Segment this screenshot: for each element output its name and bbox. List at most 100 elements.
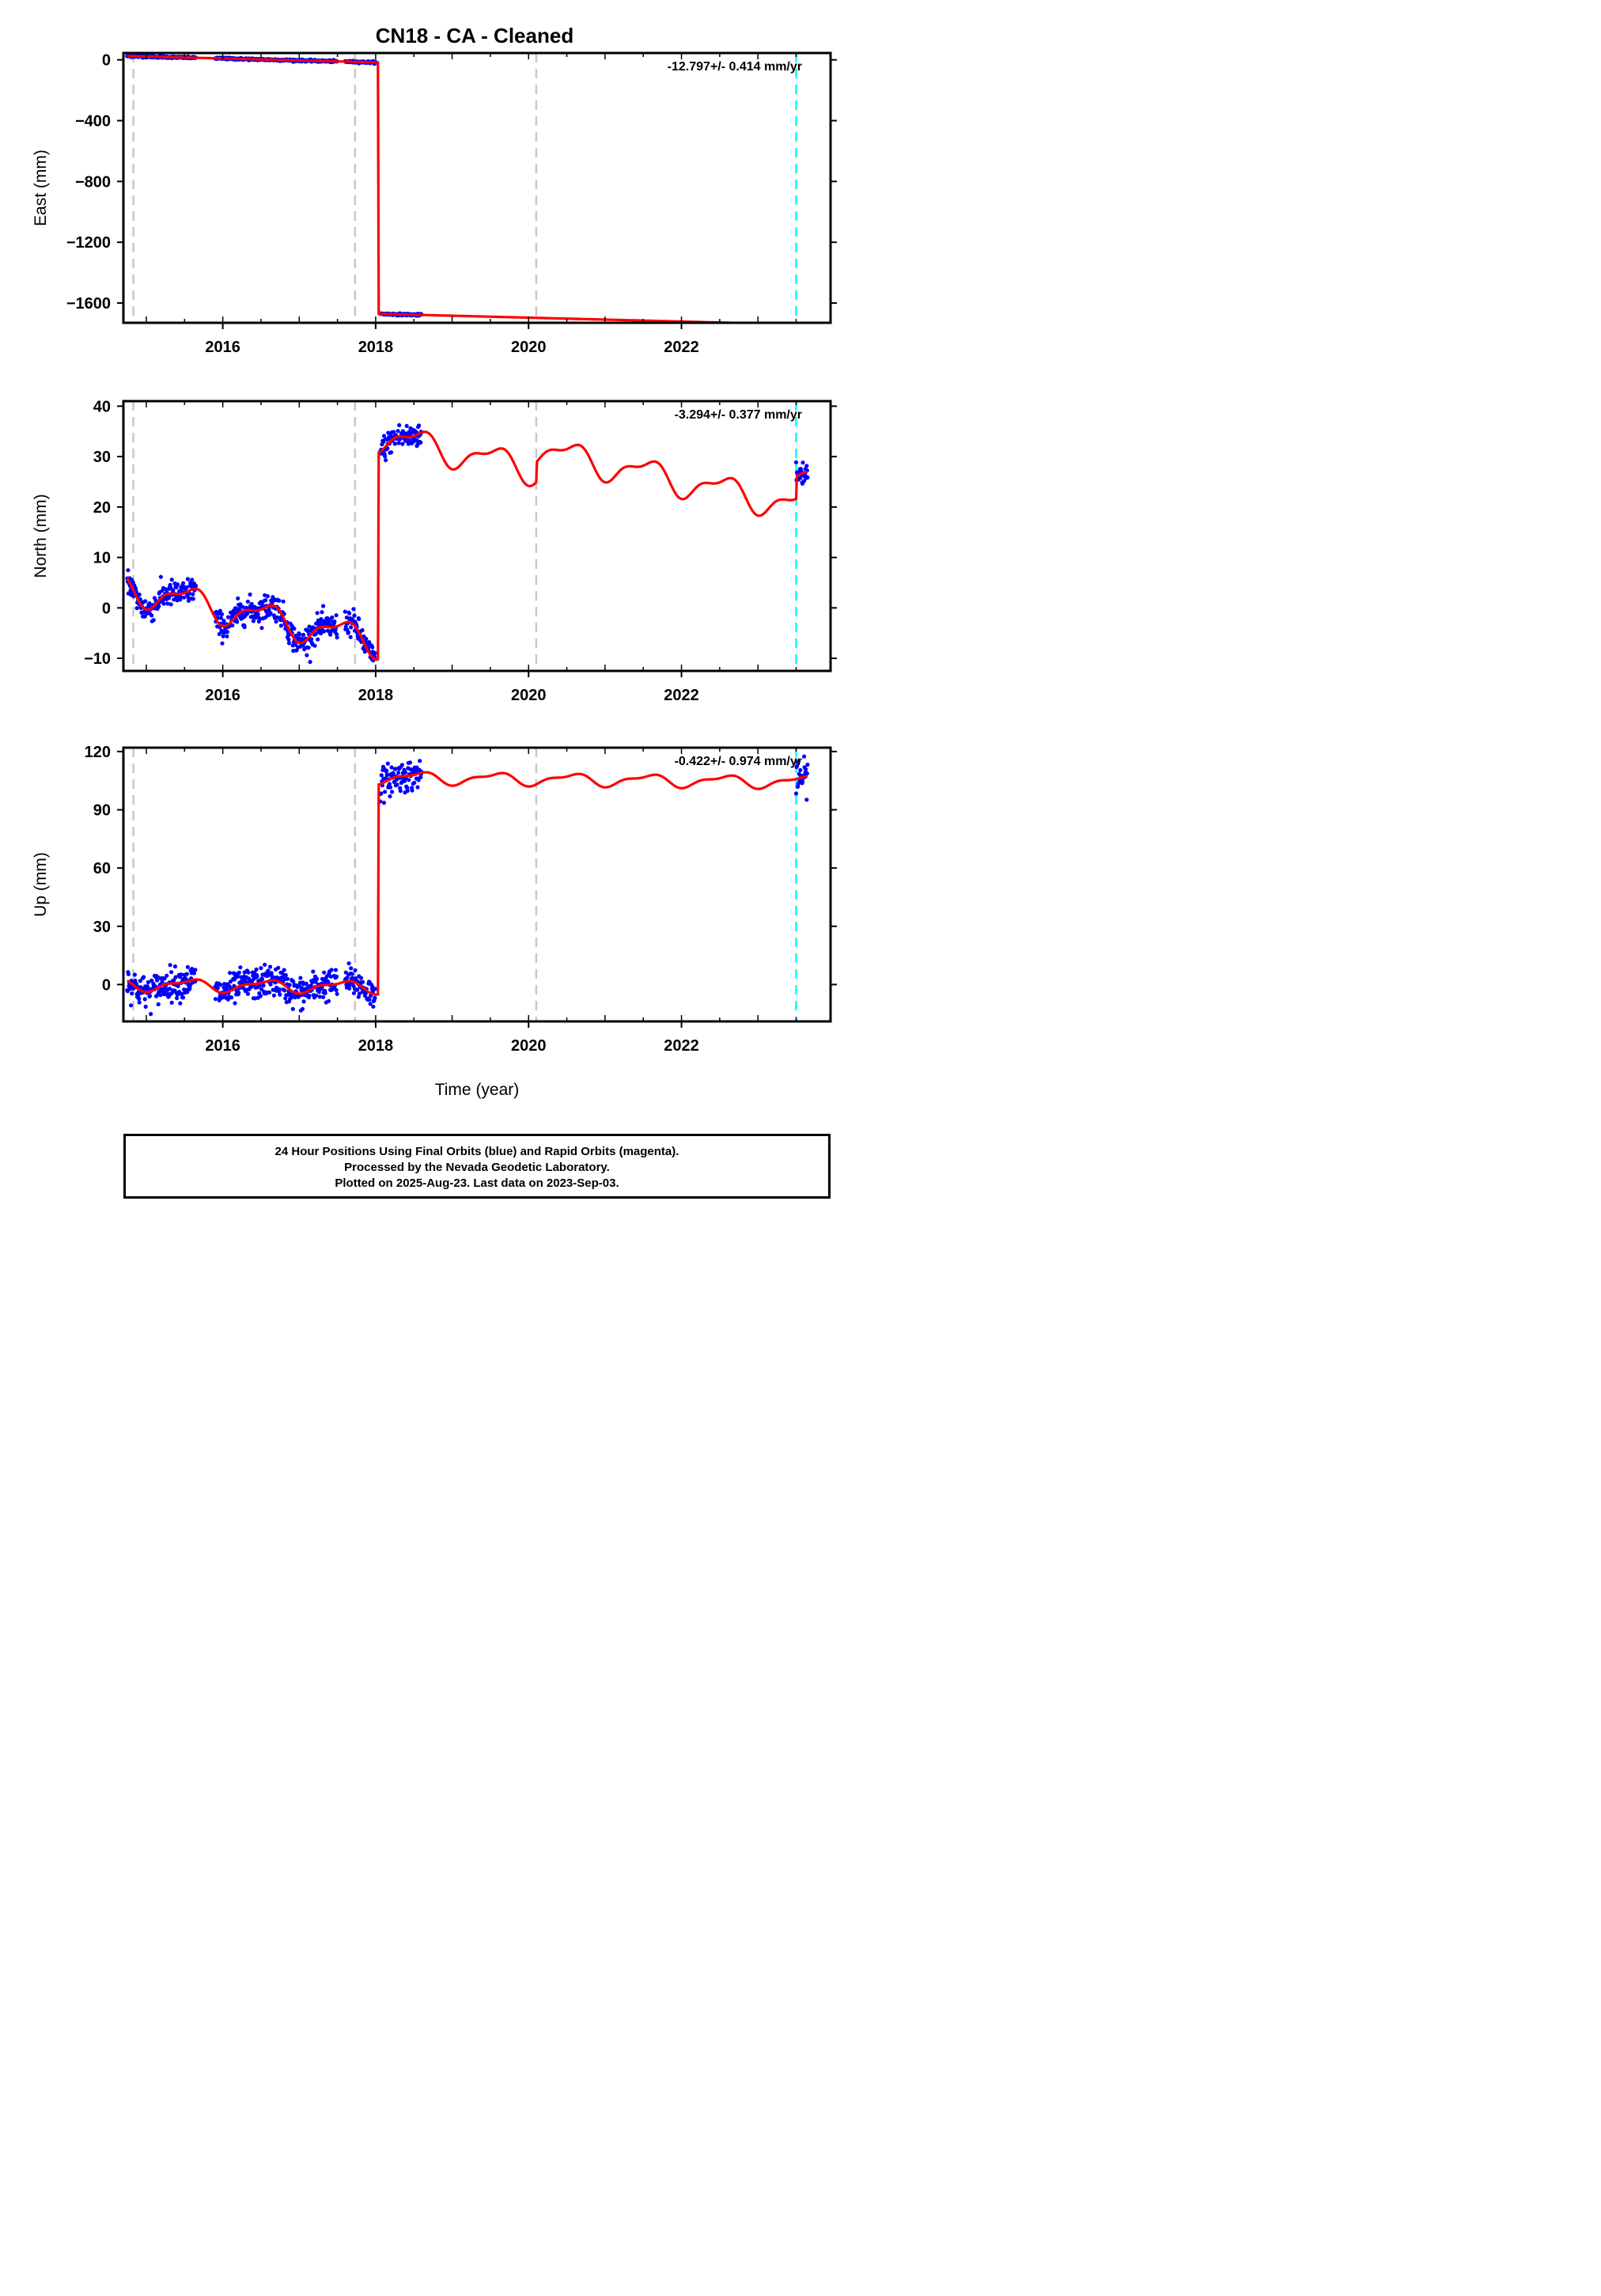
data-point bbox=[800, 460, 805, 465]
data-point bbox=[130, 991, 134, 996]
data-point bbox=[169, 1000, 174, 1005]
y-tick-label: 0 bbox=[102, 976, 111, 994]
x-tick-label: 2018 bbox=[358, 1037, 394, 1055]
panel-north: 2016 2018 2020 2022 40 30 20 10 0 −10 North (mm) -3… bbox=[32, 398, 837, 704]
x-tick-label: 2018 bbox=[358, 339, 394, 356]
data-point bbox=[349, 966, 354, 971]
data-point bbox=[255, 974, 259, 979]
data-point bbox=[156, 1002, 161, 1006]
data-point bbox=[332, 619, 337, 624]
plot-frame bbox=[122, 51, 832, 324]
data-point bbox=[307, 994, 312, 998]
data-point bbox=[151, 618, 156, 623]
data-point bbox=[388, 794, 392, 799]
data-point bbox=[308, 983, 313, 988]
data-point bbox=[251, 619, 255, 623]
data-point bbox=[410, 788, 414, 793]
data-point bbox=[179, 972, 184, 977]
data-point bbox=[248, 592, 252, 597]
data-point bbox=[384, 458, 388, 463]
data-point bbox=[314, 621, 319, 626]
data-point bbox=[334, 987, 339, 993]
data-point bbox=[249, 984, 254, 989]
data-point bbox=[145, 611, 150, 616]
y-axis-label: Up (mm) bbox=[32, 852, 50, 917]
data-point bbox=[245, 991, 250, 996]
data-point bbox=[171, 588, 176, 593]
data-point bbox=[166, 596, 172, 601]
y-tick-label: 0 bbox=[102, 600, 111, 617]
data-point bbox=[268, 611, 273, 616]
data-point bbox=[346, 630, 351, 635]
data-point bbox=[225, 630, 229, 635]
data-point bbox=[417, 423, 422, 428]
x-tick-label: 2016 bbox=[205, 1037, 240, 1055]
data-point bbox=[158, 574, 163, 579]
data-point bbox=[343, 609, 347, 614]
data-point bbox=[184, 972, 189, 976]
data-point bbox=[350, 972, 354, 976]
data-point bbox=[795, 324, 799, 328]
data-point bbox=[348, 635, 353, 639]
data-point bbox=[147, 994, 153, 998]
data-point bbox=[172, 978, 176, 983]
data-point bbox=[349, 625, 354, 630]
y-tick-label: 30 bbox=[93, 919, 111, 936]
data-point bbox=[246, 970, 251, 975]
data-point bbox=[291, 979, 296, 984]
data-point bbox=[168, 602, 173, 607]
data-point bbox=[397, 422, 402, 428]
data-point bbox=[385, 772, 390, 777]
data-point bbox=[315, 611, 320, 616]
data-point bbox=[263, 962, 267, 967]
data-point bbox=[329, 968, 334, 972]
data-point bbox=[165, 601, 170, 606]
data-point bbox=[306, 646, 311, 650]
data-point bbox=[298, 976, 303, 980]
data-point bbox=[316, 637, 320, 642]
data-point bbox=[415, 785, 420, 790]
data-point bbox=[265, 594, 270, 599]
data-point bbox=[274, 619, 278, 624]
data-point bbox=[168, 585, 173, 590]
data-point bbox=[178, 594, 183, 600]
data-point bbox=[142, 997, 147, 1002]
x-tick-label: 2016 bbox=[205, 339, 240, 356]
data-points bbox=[125, 422, 810, 665]
x-axis-label: Time (year) bbox=[435, 1081, 520, 1099]
rate-annotation: -3.294+/- 0.377 mm/yr bbox=[675, 408, 802, 422]
data-point bbox=[173, 975, 178, 979]
data-point bbox=[793, 460, 799, 464]
data-point bbox=[379, 791, 384, 796]
data-point bbox=[222, 982, 227, 987]
data-point bbox=[400, 429, 405, 434]
data-point bbox=[271, 993, 276, 998]
data-point bbox=[186, 595, 191, 600]
data-point bbox=[230, 623, 235, 628]
data-point bbox=[793, 791, 799, 796]
data-point bbox=[225, 634, 229, 638]
data-point bbox=[261, 983, 266, 988]
data-point bbox=[286, 641, 292, 646]
data-point bbox=[805, 762, 810, 767]
data-point bbox=[395, 782, 399, 787]
data-point bbox=[798, 475, 803, 480]
data-point bbox=[126, 972, 131, 976]
caption-line-2: Processed by the Nevada Geodetic Laborat… bbox=[344, 1161, 610, 1174]
data-point bbox=[225, 615, 231, 619]
data-point bbox=[267, 607, 271, 612]
x-tick-label: 2020 bbox=[511, 1037, 547, 1055]
y-tick-label: 60 bbox=[93, 860, 111, 877]
data-point bbox=[301, 632, 306, 638]
plot-area bbox=[125, 53, 809, 328]
data-point bbox=[368, 1002, 373, 1006]
data-point bbox=[335, 632, 339, 637]
data-point bbox=[367, 997, 372, 1002]
data-point bbox=[335, 635, 339, 640]
data-point bbox=[805, 475, 810, 480]
data-point bbox=[293, 642, 298, 647]
data-point bbox=[389, 765, 394, 770]
data-point bbox=[309, 637, 314, 642]
x-tick-label: 2018 bbox=[358, 687, 394, 704]
data-point bbox=[190, 578, 195, 582]
